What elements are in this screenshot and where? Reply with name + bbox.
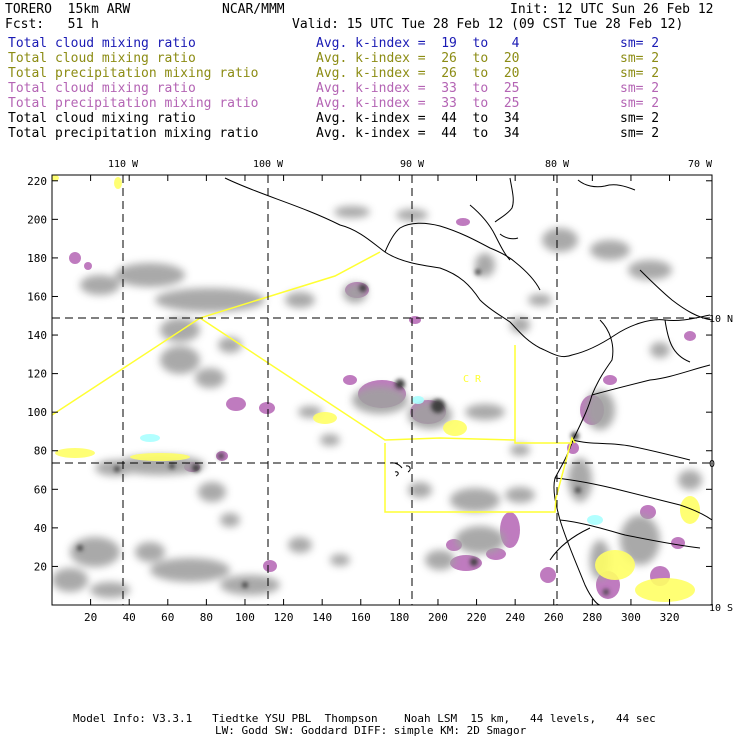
model-info-line1: Model Info: V3.3.1 Tiedtke YSU PBL Thomp… bbox=[73, 712, 656, 725]
forecast-hour: Fcst: 51 h bbox=[5, 17, 99, 32]
init-label: Init: 12 UTC Sun 26 Feb 12 bbox=[510, 2, 714, 17]
y-tick-label: 120 bbox=[27, 368, 47, 381]
legend-stat: Avg. k-index = 26 to 20 bbox=[316, 66, 520, 81]
legend-sm: sm= 2 bbox=[620, 36, 660, 51]
latitude-label: 0 bbox=[709, 459, 715, 470]
x-tick-label: 100 bbox=[235, 611, 255, 624]
legend-stat: Avg. k-index = 44 to 34 bbox=[316, 126, 520, 141]
coastlines bbox=[224, 177, 712, 605]
x-tick-label: 300 bbox=[621, 611, 641, 624]
x-tick-label: 200 bbox=[428, 611, 448, 624]
y-tick-label: 200 bbox=[27, 213, 47, 226]
x-tick-label: 220 bbox=[467, 611, 487, 624]
legend-sm: sm= 2 bbox=[620, 126, 660, 141]
x-tick-label: 40 bbox=[123, 611, 136, 624]
legend-stat: Avg. k-index = 44 to 34 bbox=[316, 111, 520, 126]
y-tick-label: 40 bbox=[34, 522, 47, 535]
latitude-label: 10 N bbox=[709, 314, 733, 325]
latlon-grid bbox=[52, 175, 712, 605]
legend-stat: Avg. k-index = 33 to 25 bbox=[316, 81, 520, 96]
longitude-label: 90 W bbox=[400, 159, 425, 170]
legend-sm: sm= 2 bbox=[620, 81, 660, 96]
x-tick-label: 80 bbox=[200, 611, 213, 624]
x-tick-label: 140 bbox=[312, 611, 332, 624]
region-label-cr: C R bbox=[463, 374, 482, 385]
legend-stat: Avg. k-index = 26 to 20 bbox=[316, 51, 520, 66]
lonlat-labels: 110 W 100 W 90 W 80 W 70 W 10 N 0 10 S bbox=[108, 159, 733, 614]
legend-field: Total cloud mixing ratio bbox=[8, 51, 196, 66]
latitude-label: 10 S bbox=[709, 603, 733, 614]
x-tick-label: 280 bbox=[582, 611, 602, 624]
low-level-layer bbox=[52, 175, 700, 602]
y-tick-label: 180 bbox=[27, 252, 47, 265]
y-tick-label: 100 bbox=[27, 406, 47, 419]
axis-ticks bbox=[52, 175, 712, 605]
x-tick-label: 120 bbox=[274, 611, 294, 624]
legend-field: Total precipitation mixing ratio bbox=[8, 96, 259, 111]
legend-sm: sm= 2 bbox=[620, 66, 660, 81]
longitude-label: 110 W bbox=[108, 159, 139, 170]
cloud-layer bbox=[52, 206, 702, 598]
longitude-label: 70 W bbox=[688, 159, 713, 170]
x-tick-label: 60 bbox=[161, 611, 174, 624]
legend-field: Total precipitation mixing ratio bbox=[8, 66, 259, 81]
y-tick-label: 20 bbox=[34, 560, 47, 573]
legend-sm: sm= 2 bbox=[620, 111, 660, 126]
legend-sm: sm= 2 bbox=[620, 96, 660, 111]
legend-field: Total cloud mixing ratio bbox=[8, 36, 196, 51]
y-tick-label: 60 bbox=[34, 483, 47, 496]
x-tick-label: 320 bbox=[660, 611, 680, 624]
legend-field: Total cloud mixing ratio bbox=[8, 81, 196, 96]
y-tick-label: 80 bbox=[34, 445, 47, 458]
x-tick-label: 20 bbox=[84, 611, 97, 624]
legend-stat: Avg. k-index = 33 to 25 bbox=[316, 96, 520, 111]
longitude-label: 80 W bbox=[545, 159, 570, 170]
y-tick-label: 220 bbox=[27, 175, 47, 188]
x-tick-label: 180 bbox=[389, 611, 409, 624]
dark-cores bbox=[77, 269, 609, 595]
model-title: TORERO 15km ARW bbox=[5, 2, 131, 17]
legend-stat: Avg. k-index = 19 to 4 bbox=[316, 36, 520, 51]
x-tick-label: 260 bbox=[544, 611, 564, 624]
y-tick-label: 160 bbox=[27, 290, 47, 303]
legend-field: Total precipitation mixing ratio bbox=[8, 126, 259, 141]
longitude-label: 100 W bbox=[253, 159, 284, 170]
x-tick-label: 160 bbox=[351, 611, 371, 624]
model-info-line2: LW: Godd SW: Goddard DIFF: simple KM: 2D… bbox=[215, 724, 527, 737]
org-label: NCAR/MMM bbox=[222, 2, 285, 17]
x-tick-label: 240 bbox=[505, 611, 525, 624]
legend-sm: sm= 2 bbox=[620, 51, 660, 66]
axis-tick-labels: 20 40 60 80 100 120 140 160 180 200 220 240 260 280 30… bbox=[27, 175, 679, 624]
valid-time: Valid: 15 UTC Tue 28 Feb 12 (09 CST Tue … bbox=[292, 17, 684, 32]
legend-field: Total cloud mixing ratio bbox=[8, 111, 196, 126]
map-frame bbox=[51, 174, 713, 606]
y-tick-label: 140 bbox=[27, 329, 47, 342]
